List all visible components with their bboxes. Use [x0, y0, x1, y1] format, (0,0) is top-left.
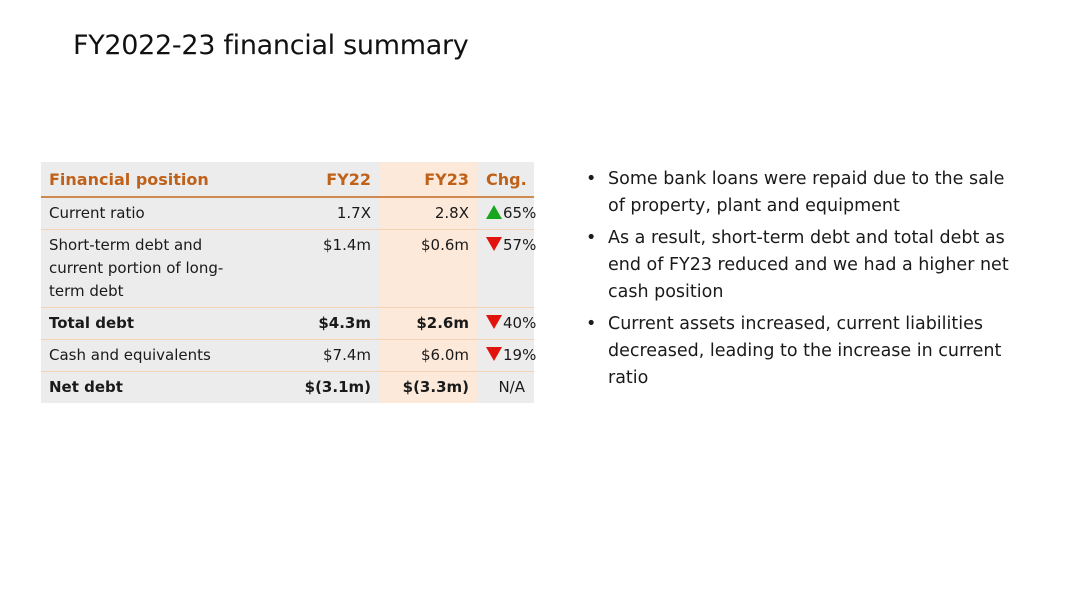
change-cell: 19%: [478, 339, 537, 372]
table-row: Net debt $(3.1m) $(3.3m) N/A: [41, 371, 534, 403]
change-value: N/A: [498, 378, 525, 396]
row-label: Cash and equivalents: [41, 339, 254, 372]
row-label: Total debt: [41, 307, 254, 340]
table-row: Cash and equivalents $7.4m $6.0m 19%: [41, 339, 537, 372]
slide-title: FY2022-23 financial summary: [73, 30, 469, 61]
table-row: Total debt $4.3m $2.6m 40%: [41, 307, 537, 340]
bullet-dot-icon: •: [586, 314, 597, 334]
financial-position-table: Financial position FY22 FY23 Chg. Curren…: [41, 162, 537, 403]
fy23-value: $(3.3m): [380, 371, 478, 403]
change-value: 57%: [503, 236, 537, 254]
table-row: Short-term debt and current portion of l…: [41, 229, 537, 308]
fy22-value: $(3.1m): [254, 371, 380, 403]
change-cell: N/A: [478, 371, 534, 403]
header-fy22: FY22: [254, 162, 380, 198]
bullet-item: • As a result, short-term debt and total …: [586, 225, 1016, 306]
down-triangle-icon: [486, 347, 502, 361]
row-label: Current ratio: [41, 197, 254, 230]
bullet-text: Current assets increased, current liabil…: [608, 314, 1002, 388]
header-change: Chg.: [478, 162, 534, 198]
fy22-value: $4.3m: [254, 307, 380, 340]
bullet-text: Some bank loans were repaid due to the s…: [608, 169, 1005, 216]
header-financial-position: Financial position: [41, 162, 254, 198]
change-cell: 40%: [478, 307, 537, 340]
change-cell: 57%: [478, 229, 537, 308]
fy23-value: $0.6m: [380, 229, 478, 308]
bullet-dot-icon: •: [586, 228, 597, 248]
down-triangle-icon: [486, 315, 502, 329]
down-triangle-icon: [486, 237, 502, 251]
row-label: Net debt: [41, 371, 254, 403]
fy23-value: 2.8X: [380, 197, 478, 230]
fy22-value: $1.4m: [254, 229, 380, 308]
change-value: 40%: [503, 314, 537, 332]
bullet-item: • Some bank loans were repaid due to the …: [586, 166, 1016, 220]
fy23-value: $2.6m: [380, 307, 478, 340]
header-fy23: FY23: [380, 162, 478, 198]
fy22-value: 1.7X: [254, 197, 380, 230]
change-value: 19%: [503, 346, 537, 364]
change-value: 65%: [503, 204, 537, 222]
change-cell: 65%: [478, 197, 537, 230]
table-row: Current ratio 1.7X 2.8X 65%: [41, 197, 537, 230]
up-triangle-icon: [486, 205, 502, 219]
bullet-text: As a result, short-term debt and total d…: [608, 228, 1009, 302]
summary-bullets: • Some bank loans were repaid due to the …: [586, 166, 1016, 397]
table-header-row: Financial position FY22 FY23 Chg.: [41, 162, 534, 198]
fy22-value: $7.4m: [254, 339, 380, 372]
row-label: Short-term debt and current portion of l…: [41, 229, 254, 308]
bullet-item: • Current assets increased, current liabi…: [586, 311, 1016, 392]
bullet-dot-icon: •: [586, 169, 597, 189]
fy23-value: $6.0m: [380, 339, 478, 372]
